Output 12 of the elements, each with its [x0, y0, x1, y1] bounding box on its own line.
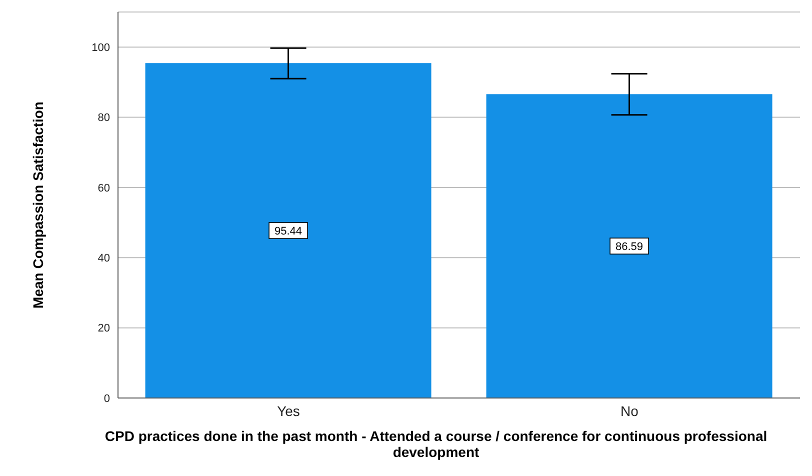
- y-tick-label: 0: [104, 392, 110, 405]
- y-tick-label: 80: [98, 112, 110, 124]
- x-tick-label: No: [620, 402, 639, 419]
- y-tick-label: 20: [98, 322, 110, 335]
- x-tick-label: Yes: [277, 402, 300, 419]
- data-label: 95.44: [274, 226, 302, 238]
- y-axis-title: Mean Compassion Satisfaction: [30, 102, 46, 308]
- y-tick-label: 100: [92, 42, 110, 54]
- data-label: 86.59: [616, 241, 644, 254]
- x-axis-title: CPD practices done in the past month - Attended a course / conference for continuous professional development: [104, 428, 768, 460]
- y-tick-label: 60: [98, 182, 110, 194]
- y-tick-label: 40: [98, 252, 110, 265]
